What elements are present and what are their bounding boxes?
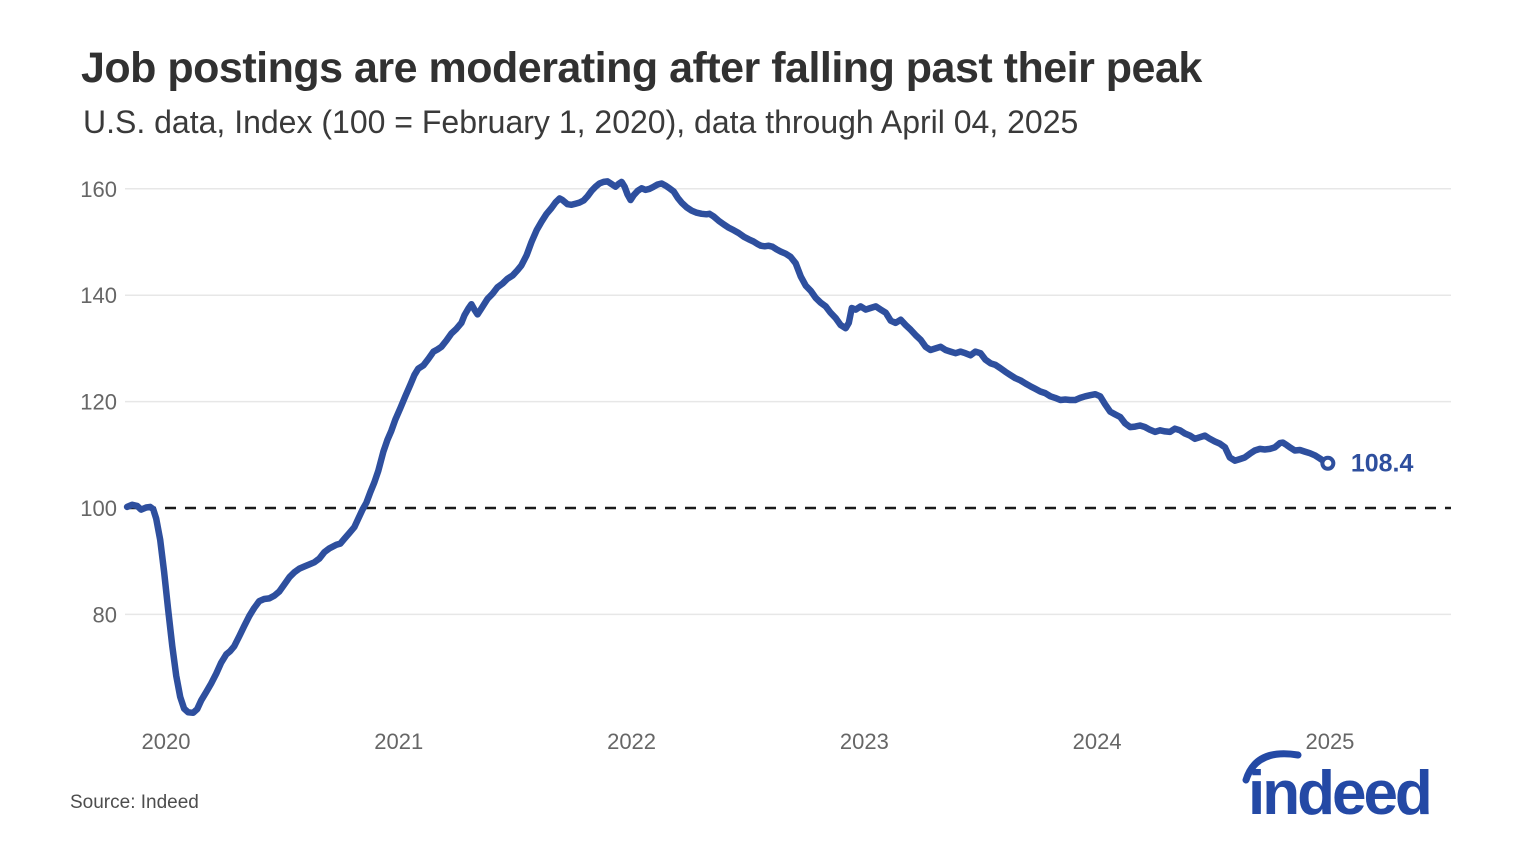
x-axis-label-2022: 2022 xyxy=(607,729,656,754)
y-axis-label-140: 140 xyxy=(80,283,117,308)
y-axis-label-160: 160 xyxy=(80,177,117,202)
y-axis-label-80: 80 xyxy=(93,602,117,627)
x-axis-label-2023: 2023 xyxy=(840,729,889,754)
x-axis-label-2024: 2024 xyxy=(1073,729,1122,754)
end-value-label: 108.4 xyxy=(1351,449,1414,477)
indeed-logo-swoosh-icon xyxy=(1242,750,1302,784)
indeed-logo: indeed xyxy=(1242,750,1433,828)
chart-title: Job postings are moderating after fallin… xyxy=(81,44,1202,92)
source-note: Source: Indeed xyxy=(70,792,199,813)
x-axis-label-2025: 2025 xyxy=(1305,729,1354,754)
x-axis-label-2020: 2020 xyxy=(141,729,190,754)
indeed-logo-text: indeed xyxy=(1248,759,1430,828)
y-axis-label-100: 100 xyxy=(80,496,117,521)
chart-subtitle: U.S. data, Index (100 = February 1, 2020… xyxy=(83,104,1079,140)
series-line-job-postings xyxy=(123,178,1332,717)
end-marker-circle xyxy=(1320,455,1336,471)
x-axis-label-2021: 2021 xyxy=(374,729,423,754)
y-axis-label-120: 120 xyxy=(80,390,117,415)
